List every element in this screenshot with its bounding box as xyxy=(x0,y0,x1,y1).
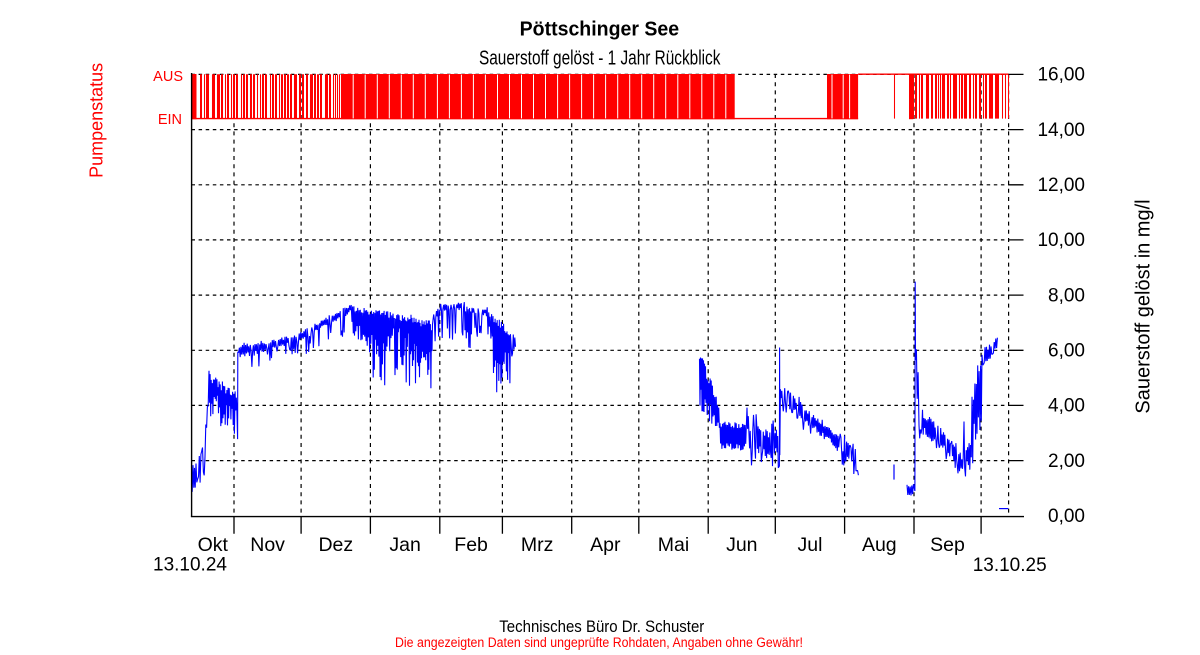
svg-text:6,00: 6,00 xyxy=(1048,341,1085,362)
svg-text:16,00: 16,00 xyxy=(1037,65,1085,86)
svg-text:Dez: Dez xyxy=(318,534,353,556)
svg-text:Nov: Nov xyxy=(250,534,285,556)
svg-text:Mai: Mai xyxy=(658,534,689,556)
svg-text:4,00: 4,00 xyxy=(1048,396,1085,417)
svg-text:8,00: 8,00 xyxy=(1048,285,1085,306)
svg-text:10,00: 10,00 xyxy=(1037,230,1085,251)
svg-text:Feb: Feb xyxy=(454,534,488,556)
svg-text:13.10.24: 13.10.24 xyxy=(153,555,227,576)
svg-text:0,00: 0,00 xyxy=(1048,506,1085,527)
svg-text:14,00: 14,00 xyxy=(1037,120,1085,141)
svg-text:Sauerstoff gelöst in mg/l: Sauerstoff gelöst in mg/l xyxy=(1133,199,1155,413)
svg-text:EIN: EIN xyxy=(158,112,182,128)
svg-text:Sep: Sep xyxy=(930,534,965,556)
svg-text:Pumpenstatus: Pumpenstatus xyxy=(87,63,107,178)
svg-text:Pöttschinger See: Pöttschinger See xyxy=(520,18,680,40)
svg-text:AUS: AUS xyxy=(153,69,183,85)
svg-text:Mrz: Mrz xyxy=(521,534,554,556)
svg-text:Apr: Apr xyxy=(590,534,621,556)
svg-text:Technisches Büro Dr. Schuster: Technisches Büro Dr. Schuster xyxy=(499,617,704,636)
svg-text:2,00: 2,00 xyxy=(1048,451,1085,472)
svg-text:13.10.25: 13.10.25 xyxy=(973,555,1047,576)
svg-text:Aug: Aug xyxy=(862,534,897,556)
svg-text:Jan: Jan xyxy=(389,534,420,556)
svg-text:Die angezeigten Daten sind ung: Die angezeigten Daten sind ungeprüfte Ro… xyxy=(395,635,803,650)
svg-text:Okt: Okt xyxy=(198,534,229,556)
svg-text:Jul: Jul xyxy=(798,534,823,556)
svg-text:12,00: 12,00 xyxy=(1037,175,1085,196)
svg-text:Jun: Jun xyxy=(726,534,757,556)
svg-text:Sauerstoff gelöst - 1 Jahr Rüc: Sauerstoff gelöst - 1 Jahr Rückblick xyxy=(479,47,721,69)
